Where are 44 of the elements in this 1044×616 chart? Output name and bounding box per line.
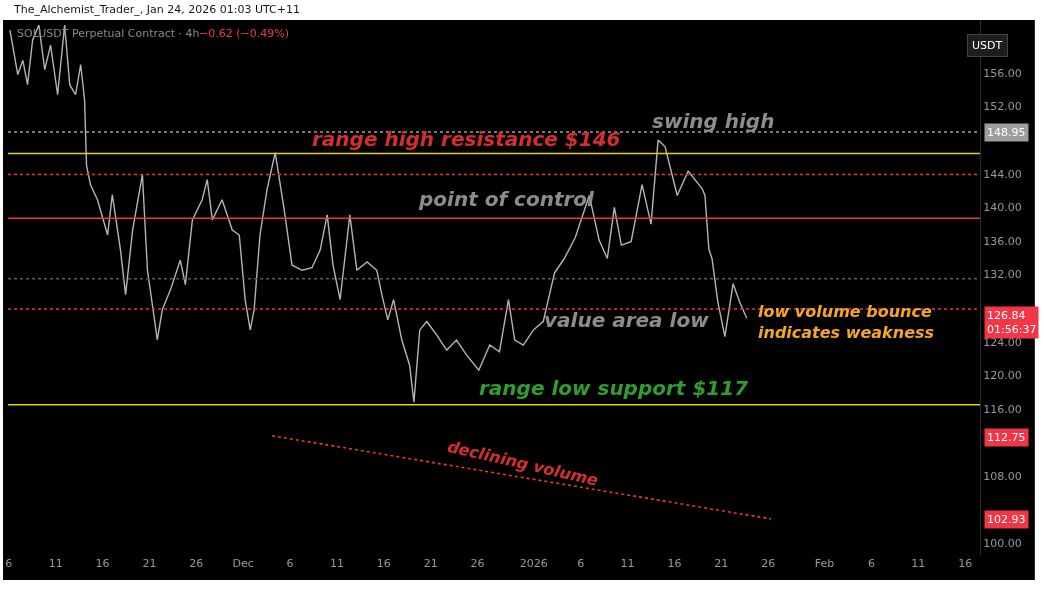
annotation: swing high bbox=[652, 109, 775, 133]
x-tick-label: 11 bbox=[620, 557, 635, 570]
y-axis-title: USDT bbox=[972, 39, 1003, 52]
y-tick-label: 108.00 bbox=[983, 469, 1022, 483]
x-tick-label: 11 bbox=[48, 557, 63, 570]
y-tick-label: 100.00 bbox=[983, 537, 1022, 551]
y-tick-label: 116.00 bbox=[983, 402, 1022, 416]
y-tick-label: 136.00 bbox=[983, 234, 1022, 248]
annotation: range low support $117 bbox=[479, 376, 749, 400]
x-tick-label: 21 bbox=[714, 557, 729, 570]
y-tick-label: 132.00 bbox=[983, 268, 1022, 282]
x-tick-label: 6 bbox=[5, 557, 13, 570]
x-tick-label: 6 bbox=[867, 557, 875, 570]
text: 126.84 01:56:37 bbox=[987, 309, 1037, 337]
annotation: range high resistance $146 bbox=[312, 127, 621, 151]
text: 112.75 bbox=[987, 431, 1026, 444]
x-tick-label: 26 bbox=[189, 557, 204, 570]
y-tick-label: 144.00 bbox=[983, 167, 1022, 181]
y-tick-label: 156.00 bbox=[983, 66, 1022, 80]
x-tick-label: 26 bbox=[470, 557, 485, 570]
x-tick-label: 6 bbox=[577, 557, 585, 570]
x-tick-label: 26 bbox=[761, 557, 776, 570]
x-tick-label: 16 bbox=[958, 557, 973, 570]
text: The_Alchemist_Trader_, Jan 24, 2026 01:03 UTC+11 bbox=[13, 3, 300, 16]
ref-line-label: 148.95 bbox=[987, 126, 1026, 139]
x-tick-label: 2026 bbox=[519, 557, 548, 570]
x-tick-label: Feb bbox=[814, 557, 835, 570]
y-tick-label: 152.00 bbox=[983, 100, 1022, 114]
annotation: value area low bbox=[544, 308, 710, 332]
x-tick-label: 11 bbox=[329, 557, 344, 570]
y-tick-label: 120.00 bbox=[983, 369, 1022, 383]
x-tick-label: 16 bbox=[376, 557, 391, 570]
x-tick-label: 16 bbox=[667, 557, 682, 570]
x-tick-label: 21 bbox=[423, 557, 438, 570]
x-tick-label: 21 bbox=[142, 557, 157, 570]
x-tick-label: 11 bbox=[911, 557, 926, 570]
x-tick-label: 16 bbox=[95, 557, 110, 570]
x-tick-label: Dec bbox=[232, 557, 254, 570]
annotation: low volume bounce indicates weakness bbox=[758, 302, 935, 342]
annotation: −0.62 (−0.49%) bbox=[199, 27, 289, 40]
y-tick-label: 124.00 bbox=[983, 335, 1022, 349]
y-tick-label: 140.00 bbox=[983, 201, 1022, 215]
text: 102.93 bbox=[987, 513, 1026, 526]
x-tick-label: 6 bbox=[286, 557, 294, 570]
